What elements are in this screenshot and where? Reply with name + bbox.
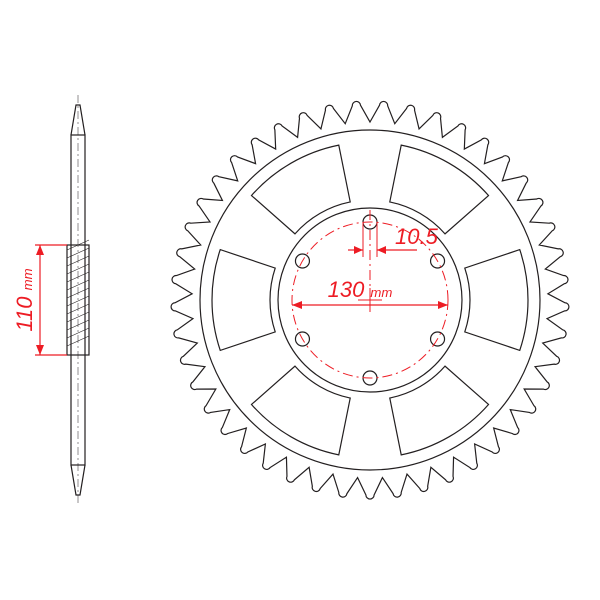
svg-text:10.5: 10.5 — [395, 224, 439, 249]
svg-text:110 mm: 110 mm — [12, 268, 37, 331]
svg-text:130 mm: 130 mm — [328, 277, 393, 302]
